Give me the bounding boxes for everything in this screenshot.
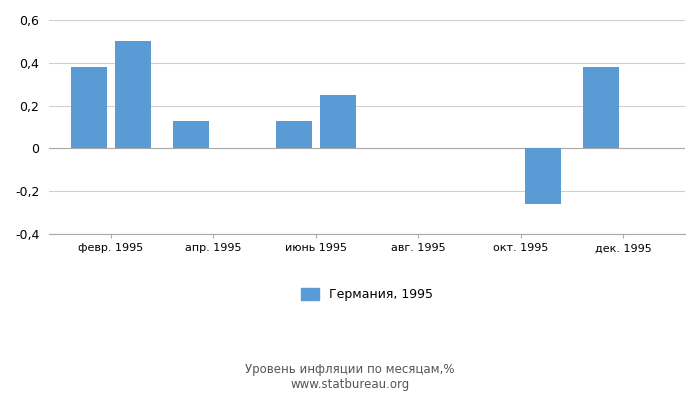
Bar [173, 121, 209, 148]
Text: Уровень инфляции по месяцам,%: Уровень инфляции по месяцам,% [245, 364, 455, 376]
Text: www.statbureau.org: www.statbureau.org [290, 378, 410, 391]
Bar [320, 95, 356, 148]
Legend: Германия, 1995: Германия, 1995 [295, 283, 438, 306]
Bar [115, 42, 150, 148]
Bar [276, 121, 312, 148]
Bar [525, 148, 561, 204]
Bar [584, 67, 620, 148]
Bar [71, 67, 106, 148]
